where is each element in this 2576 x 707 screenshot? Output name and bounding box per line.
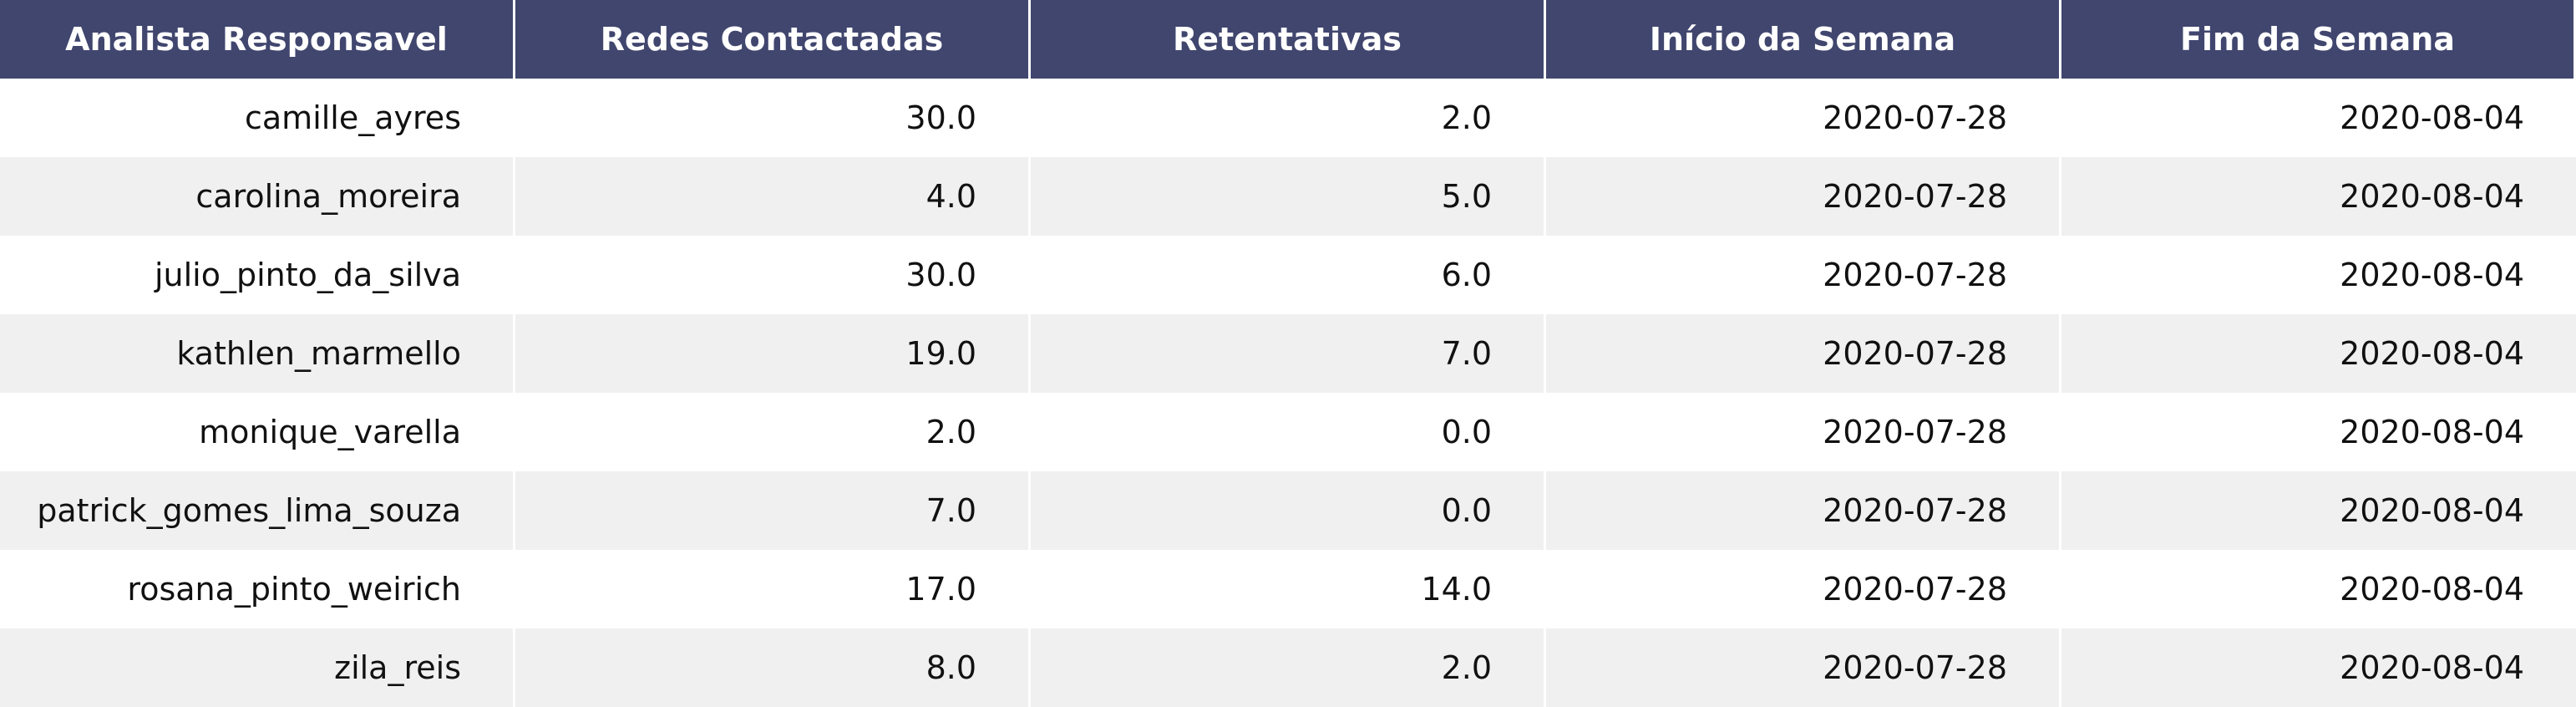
cell-fim: 2020-08-04 xyxy=(2061,628,2576,707)
cell-inicio: 2020-07-28 xyxy=(1546,628,2061,707)
header-redes-contactadas: Redes Contactadas xyxy=(515,0,1031,79)
cell-retentativas: 6.0 xyxy=(1031,236,1546,314)
header-inicio-da-semana: Início da Semana xyxy=(1546,0,2061,79)
cell-retentativas: 14.0 xyxy=(1031,550,1546,628)
cell-retentativas: 0.0 xyxy=(1031,393,1546,471)
cell-redes: 30.0 xyxy=(515,79,1031,157)
cell-analista: rosana_pinto_weirich xyxy=(0,550,515,628)
cell-inicio: 2020-07-28 xyxy=(1546,79,2061,157)
cell-inicio: 2020-07-28 xyxy=(1546,393,2061,471)
cell-analista: camille_ayres xyxy=(0,79,515,157)
cell-retentativas: 2.0 xyxy=(1031,628,1546,707)
cell-analista: zila_reis xyxy=(0,628,515,707)
cell-analista: monique_varella xyxy=(0,393,515,471)
cell-analista: kathlen_marmello xyxy=(0,314,515,393)
cell-inicio: 2020-07-28 xyxy=(1546,314,2061,393)
cell-inicio: 2020-07-28 xyxy=(1546,157,2061,236)
cell-redes: 7.0 xyxy=(515,471,1031,550)
cell-inicio: 2020-07-28 xyxy=(1546,236,2061,314)
cell-fim: 2020-08-04 xyxy=(2061,157,2576,236)
cell-retentativas: 2.0 xyxy=(1031,79,1546,157)
cell-redes: 2.0 xyxy=(515,393,1031,471)
cell-redes: 30.0 xyxy=(515,236,1031,314)
header-analista-responsavel: Analista Responsavel xyxy=(0,0,515,79)
cell-retentativas: 7.0 xyxy=(1031,314,1546,393)
cell-redes: 17.0 xyxy=(515,550,1031,628)
cell-redes: 19.0 xyxy=(515,314,1031,393)
cell-fim: 2020-08-04 xyxy=(2061,550,2576,628)
cell-fim: 2020-08-04 xyxy=(2061,393,2576,471)
cell-analista: julio_pinto_da_silva xyxy=(0,236,515,314)
cell-inicio: 2020-07-28 xyxy=(1546,471,2061,550)
cell-inicio: 2020-07-28 xyxy=(1546,550,2061,628)
cell-fim: 2020-08-04 xyxy=(2061,79,2576,157)
cell-retentativas: 0.0 xyxy=(1031,471,1546,550)
header-retentativas: Retentativas xyxy=(1031,0,1546,79)
cell-redes: 8.0 xyxy=(515,628,1031,707)
header-fim-da-semana: Fim da Semana xyxy=(2061,0,2576,79)
cell-analista: carolina_moreira xyxy=(0,157,515,236)
cell-redes: 4.0 xyxy=(515,157,1031,236)
cell-fim: 2020-08-04 xyxy=(2061,236,2576,314)
cell-retentativas: 5.0 xyxy=(1031,157,1546,236)
cell-analista: patrick_gomes_lima_souza xyxy=(0,471,515,550)
cell-fim: 2020-08-04 xyxy=(2061,314,2576,393)
cell-fim: 2020-08-04 xyxy=(2061,471,2576,550)
